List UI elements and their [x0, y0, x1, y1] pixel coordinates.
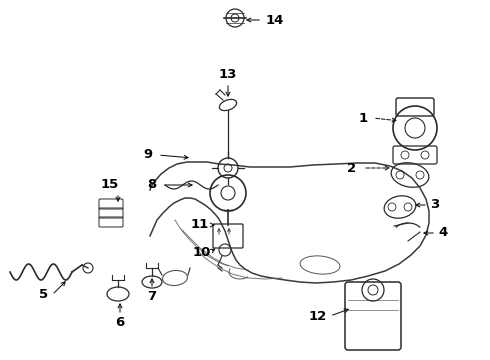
Text: 1: 1 — [359, 112, 368, 125]
Text: 9: 9 — [144, 148, 152, 162]
Text: 14: 14 — [266, 13, 284, 27]
Text: 12: 12 — [309, 310, 327, 323]
Text: 2: 2 — [347, 162, 357, 175]
Text: 11: 11 — [191, 219, 209, 231]
Text: 7: 7 — [147, 291, 157, 303]
Text: 10: 10 — [193, 246, 211, 258]
Text: 4: 4 — [439, 226, 448, 239]
Text: 3: 3 — [430, 198, 440, 211]
Text: 5: 5 — [39, 288, 49, 302]
Text: 15: 15 — [101, 179, 119, 192]
Text: 6: 6 — [115, 316, 124, 329]
Text: 8: 8 — [147, 179, 157, 192]
Text: 13: 13 — [219, 68, 237, 81]
